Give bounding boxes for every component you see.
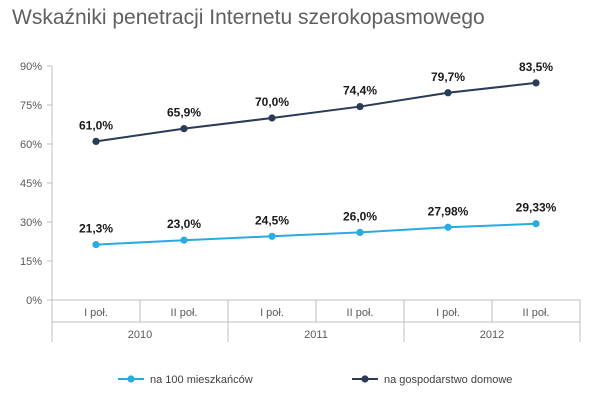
legend-label: na gospodarstwo domowe — [384, 374, 512, 386]
data-label: 79,7% — [431, 70, 465, 84]
data-point — [92, 137, 100, 145]
y-tick-label: 60% — [20, 139, 42, 151]
x-year-label: 2010 — [128, 329, 152, 341]
data-point — [356, 102, 364, 111]
data-label: 29,33% — [516, 201, 557, 215]
data-point — [268, 114, 276, 122]
y-tick-label: 0% — [26, 295, 42, 307]
x-tick-label: I poł. — [84, 307, 108, 319]
data-label: 26,0% — [343, 209, 377, 223]
data-point — [532, 79, 540, 87]
data-point — [444, 223, 452, 231]
data-point — [180, 125, 188, 133]
data-point — [92, 241, 100, 249]
y-tick-label: 30% — [20, 217, 42, 229]
data-label: 70,0% — [255, 95, 289, 109]
data-point — [532, 220, 540, 228]
data-label: 23,0% — [167, 217, 201, 231]
x-tick-label: I poł. — [260, 307, 284, 319]
x-year-label: 2011 — [304, 329, 328, 341]
data-label: 27,98% — [428, 204, 469, 218]
data-label: 21,3% — [79, 222, 113, 236]
series-line — [95, 222, 537, 246]
legend-marker — [127, 375, 135, 383]
x-tick-label: II poł. — [347, 307, 374, 319]
data-label: 24,5% — [255, 213, 289, 227]
x-tick-label: I poł. — [436, 307, 460, 319]
data-label: 65,9% — [167, 106, 201, 120]
chart-title: Wskaźniki penetracji Internetu szerokopa… — [12, 6, 485, 29]
data-point — [444, 89, 452, 97]
series-line — [95, 81, 537, 143]
x-tick-label: II poł. — [171, 307, 198, 319]
data-label: 83,5% — [519, 60, 553, 74]
data-label: 74,4% — [343, 84, 377, 98]
data-label: 61,0% — [79, 118, 113, 132]
y-tick-label: 90% — [20, 61, 42, 73]
legend-marker — [361, 375, 369, 383]
data-point — [180, 236, 188, 244]
x-year-label: 2012 — [480, 329, 504, 341]
y-tick-label: 15% — [20, 256, 42, 268]
x-tick-label: II poł. — [523, 307, 550, 319]
legend-label: na 100 mieszkańców — [150, 374, 253, 386]
data-point — [356, 228, 364, 236]
y-tick-label: 75% — [20, 100, 42, 112]
y-tick-label: 45% — [20, 178, 42, 190]
data-point — [268, 232, 276, 240]
